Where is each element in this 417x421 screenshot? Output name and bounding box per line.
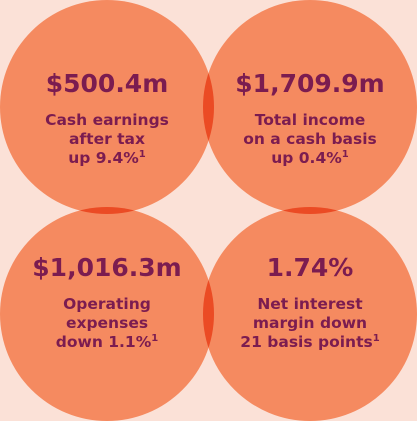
footnote-mark: 1 <box>139 149 146 160</box>
circle <box>0 207 214 421</box>
description-text: Cash earnings <box>45 111 169 129</box>
value: $1,016.3m <box>32 253 181 282</box>
description-line: 21 basis points1 <box>240 333 379 351</box>
description-line: Total income <box>255 111 366 129</box>
description-text: margin down <box>253 314 367 332</box>
description-text: Total income <box>255 111 366 129</box>
description-line: Cash earnings <box>45 111 169 129</box>
description-line: margin down <box>253 314 367 332</box>
description-line: up 9.4%1 <box>68 149 146 167</box>
description-text: down 1.1% <box>56 333 152 351</box>
circle <box>0 0 214 214</box>
value: $500.4m <box>46 69 169 98</box>
description-text: up 9.4% <box>68 149 139 167</box>
circle <box>203 0 417 214</box>
value: $1,709.9m <box>235 69 384 98</box>
description-line: Net interest <box>257 295 363 313</box>
description-line: down 1.1%1 <box>56 333 158 351</box>
description-text: up 0.4% <box>271 149 342 167</box>
value: 1.74% <box>267 253 354 282</box>
description-line: after tax <box>69 130 145 148</box>
description-text: on a cash basis <box>243 130 377 148</box>
description-line: Operating <box>63 295 151 313</box>
description-text: Operating <box>63 295 151 313</box>
description-text: after tax <box>69 130 145 148</box>
description-text: expenses <box>66 314 148 332</box>
footnote-mark: 1 <box>342 149 349 160</box>
description-text: 21 basis points <box>240 333 372 351</box>
description-line: on a cash basis <box>243 130 377 148</box>
description-line: expenses <box>66 314 148 332</box>
description-line: up 0.4%1 <box>271 149 349 167</box>
circle <box>203 207 417 421</box>
description-text: Net interest <box>257 295 363 313</box>
footnote-mark: 1 <box>373 333 380 344</box>
footnote-mark: 1 <box>151 333 158 344</box>
